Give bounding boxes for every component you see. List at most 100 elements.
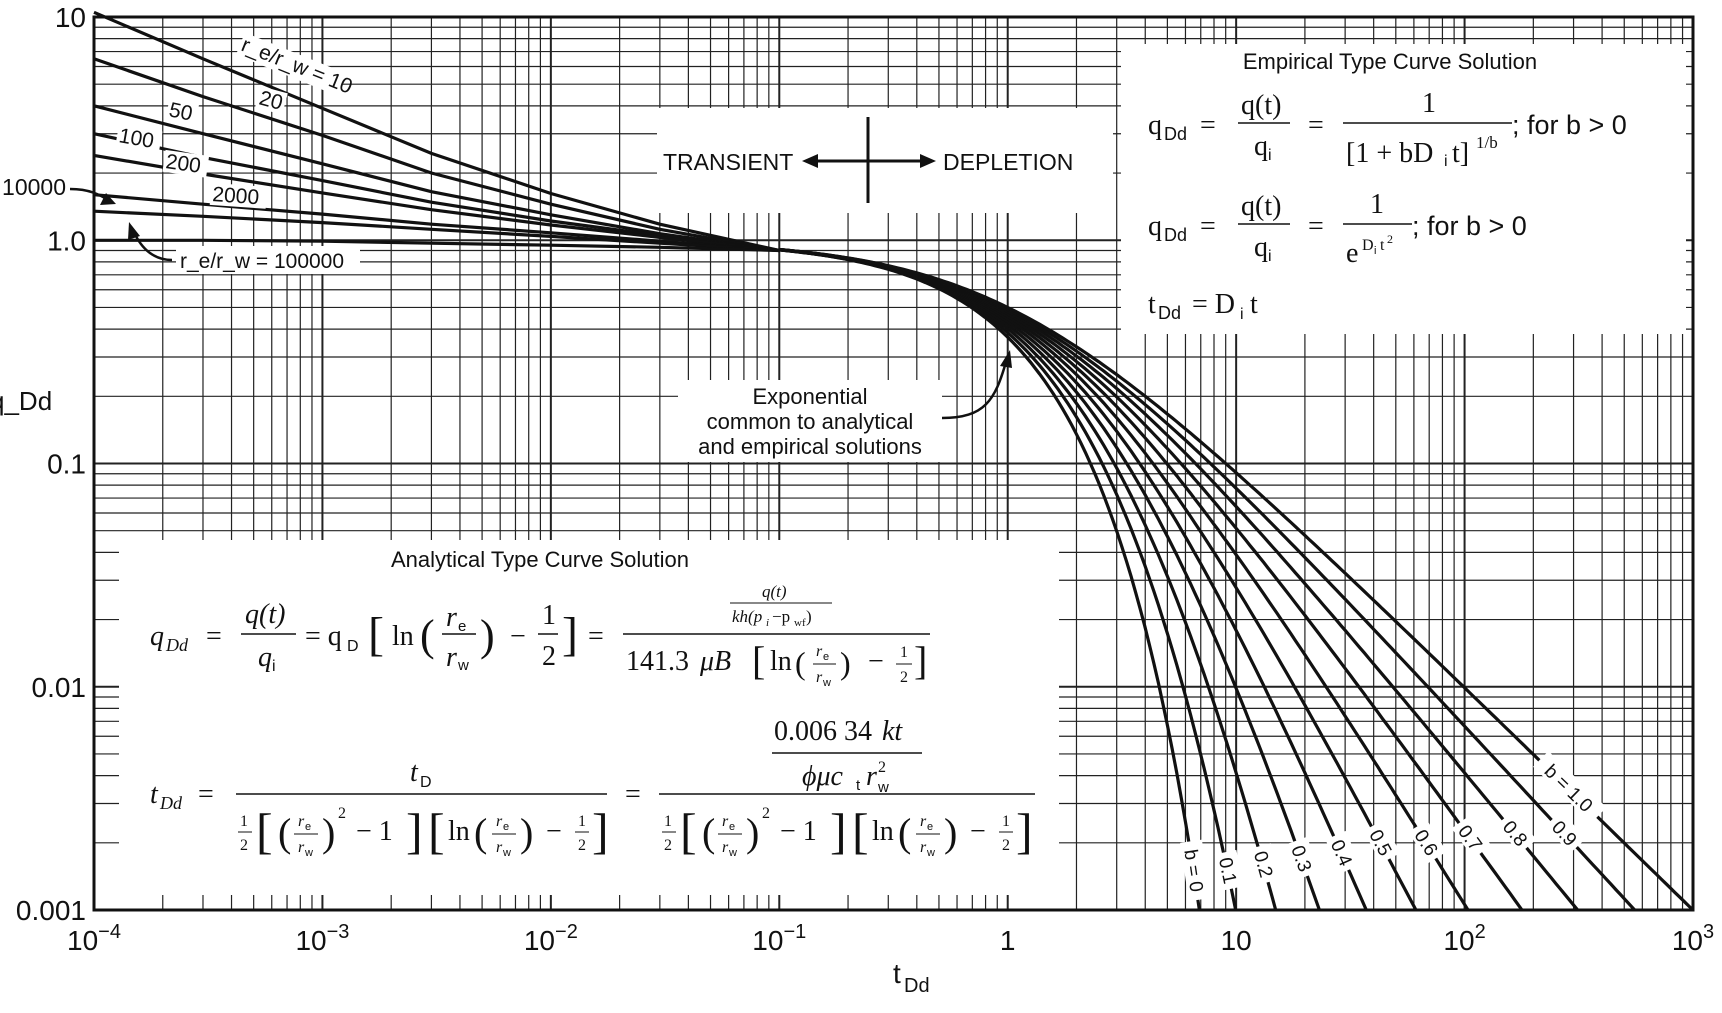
- empirical-solution-box: Empirical Type Curve Solution q Dd = q(t…: [1121, 44, 1686, 334]
- transient-curve-10000: [93, 209, 780, 253]
- svg-text:i: i: [272, 658, 276, 675]
- svg-text:q: q: [1254, 232, 1268, 263]
- svg-text:q: q: [1254, 131, 1268, 162]
- depletion-label: DEPLETION: [943, 149, 1073, 175]
- svg-text:Dd: Dd: [1158, 303, 1181, 323]
- b-label-bg: [1408, 820, 1447, 864]
- b-label-group: b = 1.0: [1533, 750, 1607, 824]
- svg-text:[: [: [368, 608, 384, 661]
- svg-text:w: w: [457, 657, 469, 674]
- svg-text:r: r: [496, 813, 503, 830]
- svg-text:=: =: [1200, 211, 1216, 242]
- b-label-group: 0.2: [1249, 843, 1281, 885]
- y-tick-label: 10: [55, 2, 86, 33]
- b-label-bg: [1363, 820, 1401, 864]
- svg-text:r: r: [722, 813, 729, 830]
- svg-text:ln: ln: [448, 816, 470, 847]
- svg-text:[: [: [680, 803, 697, 859]
- y-tick-label: 0.001: [16, 895, 86, 926]
- svg-text:2: 2: [240, 837, 248, 854]
- x-tick-label: 1: [1000, 925, 1016, 956]
- svg-text:=: =: [588, 621, 604, 652]
- empirical-equation-1: q Dd = q(t) q i = 1 [1 + bD i t] 1/b ; f…: [1148, 88, 1627, 170]
- svg-text:r: r: [722, 839, 729, 856]
- b-label-bg: [1214, 849, 1244, 891]
- svg-text:[: [: [752, 638, 765, 683]
- re-rw-10000-arrow-icon: [100, 193, 116, 205]
- empirical-box-title: Empirical Type Curve Solution: [1243, 49, 1537, 74]
- svg-text:q(t): q(t): [762, 582, 787, 601]
- svg-text:i: i: [1268, 147, 1272, 164]
- svg-text:2: 2: [762, 805, 770, 822]
- svg-text:(: (: [420, 611, 435, 660]
- svg-text:e: e: [927, 821, 933, 833]
- b-label-bg: [1325, 830, 1361, 874]
- b-labels: b = 0 0.1 0.2 0.3 0.4 0.5 0.6 0.7 0.8 0.9b = 1.0: [1179, 750, 1607, 902]
- exponential-arrow-icon: [1000, 350, 1012, 368]
- svg-text:[: [: [428, 803, 445, 859]
- svg-text:(: (: [278, 810, 291, 855]
- svg-text:i: i: [766, 617, 769, 629]
- svg-text:w: w: [728, 847, 737, 859]
- b-label-bg: [1451, 815, 1492, 859]
- y-tick-label: 0.01: [32, 672, 87, 703]
- svg-text:q(t): q(t): [1241, 191, 1281, 222]
- svg-text:i: i: [1444, 153, 1448, 170]
- svg-text:=: =: [198, 779, 214, 810]
- exponential-annotation: Exponential common to analytical and emp…: [678, 350, 1012, 462]
- svg-text:q: q: [1148, 211, 1162, 242]
- svg-text:(: (: [702, 810, 715, 855]
- svg-text:2: 2: [1002, 837, 1010, 854]
- re-rw-100000-arrow-icon: [128, 222, 140, 240]
- svg-text:=: =: [625, 779, 641, 810]
- x-axis-label: t Dd: [893, 958, 930, 997]
- svg-text:): ): [480, 611, 495, 660]
- svg-text:]: ]: [914, 638, 927, 683]
- svg-text:e: e: [1346, 238, 1358, 269]
- svg-text:1: 1: [1422, 88, 1436, 119]
- svg-text:2: 2: [1387, 232, 1393, 246]
- svg-text:2: 2: [578, 837, 586, 854]
- svg-text:D: D: [420, 774, 432, 791]
- svg-text:ϕμc: ϕμc: [802, 761, 844, 792]
- svg-text:q: q: [258, 642, 272, 673]
- svg-text:= q: = q: [305, 621, 342, 652]
- svg-text:[: [: [256, 803, 273, 859]
- svg-text:wf: wf: [794, 617, 806, 629]
- y-tick-label: 1.0: [47, 225, 86, 256]
- b-label-bg: [1496, 811, 1537, 854]
- svg-text:]: ]: [406, 803, 423, 859]
- analytical-solution-box: Analytical Type Curve Solution q Dd = q(…: [119, 540, 1059, 895]
- b-label: 0.1: [1214, 856, 1240, 886]
- empirical-equation-2: q Dd = q(t) q i = 1 e D i t 2 ; for b > …: [1148, 189, 1527, 269]
- svg-text:Dd: Dd: [904, 975, 930, 997]
- svg-text:]: ]: [830, 803, 847, 859]
- b-label-group: 0.4: [1325, 830, 1361, 874]
- svg-text:−: −: [510, 621, 526, 652]
- svg-text:i: i: [1374, 245, 1376, 257]
- empirical-eq1-condition: ; for b > 0: [1512, 110, 1627, 140]
- svg-text:): ): [322, 810, 335, 855]
- x-tick-label: 10−4: [67, 921, 121, 956]
- x-tick-label: 102: [1443, 921, 1485, 956]
- svg-text:): ): [520, 810, 533, 855]
- svg-text:r: r: [446, 642, 457, 673]
- transient-depletion-box: TRANSIENT DEPLETION: [657, 108, 1113, 213]
- depletion-curves: [779, 247, 1695, 912]
- svg-text:− 1: − 1: [780, 816, 817, 847]
- svg-text:(: (: [795, 645, 806, 681]
- svg-text:ln: ln: [872, 816, 894, 847]
- empirical-eq2-condition: ; for b > 0: [1412, 211, 1527, 241]
- svg-text:r: r: [920, 813, 927, 830]
- svg-text:(: (: [474, 810, 487, 855]
- x-tick-label: 10−1: [752, 921, 806, 956]
- svg-text:e: e: [503, 821, 509, 833]
- svg-text:t: t: [1148, 289, 1156, 320]
- svg-text:t: t: [893, 958, 901, 989]
- svg-text:1: 1: [1370, 189, 1384, 220]
- svg-text:e: e: [823, 651, 829, 663]
- svg-text:kt: kt: [882, 716, 903, 747]
- analytical-equation-1: q Dd = q(t) q i = q D [ ln ( r e r w ) −…: [150, 582, 930, 689]
- svg-text:2: 2: [338, 805, 346, 822]
- exponential-pointer: [941, 361, 1008, 420]
